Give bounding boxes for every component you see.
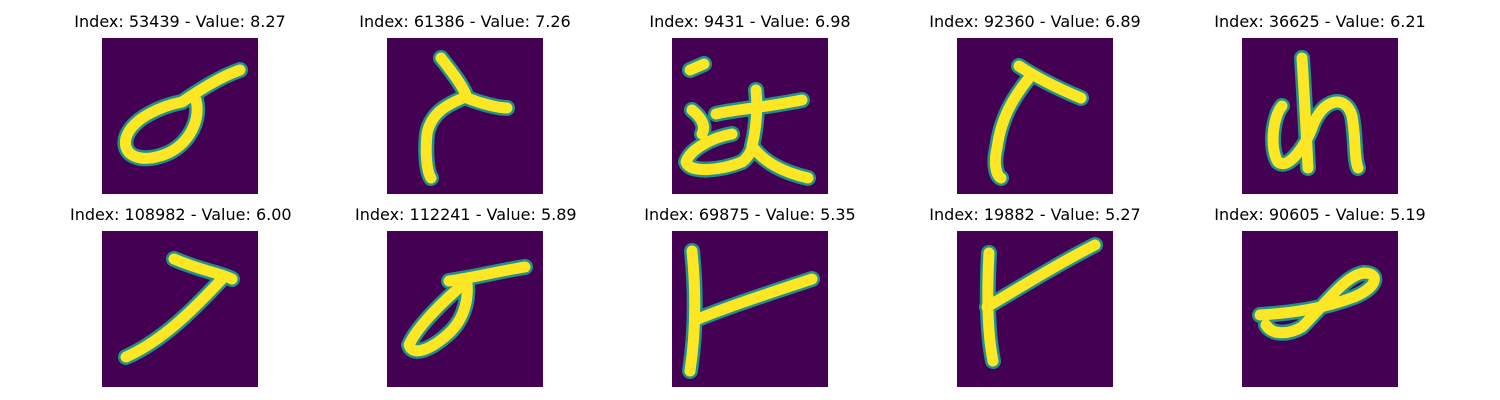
glyph-svg (1242, 231, 1398, 387)
panel-10: Index: 90605 - Value: 5.19 (1210, 205, 1430, 395)
panel-4: Index: 92360 - Value: 6.89 (925, 12, 1145, 202)
panel-title: Index: 9431 - Value: 6.98 (649, 12, 851, 31)
glyph-stroke (981, 239, 1101, 313)
glyph-background (957, 38, 1113, 194)
glyph-stroke (420, 92, 469, 184)
glyph-image (672, 38, 828, 194)
panel-title: Index: 61386 - Value: 7.26 (359, 12, 571, 31)
panel-title: Index: 108982 - Value: 6.00 (70, 205, 292, 224)
glyph-image (957, 231, 1113, 387)
glyph-strokes (682, 243, 820, 379)
panel-title: Index: 90605 - Value: 5.19 (1214, 205, 1426, 224)
panel-9: Index: 19882 - Value: 5.27 (925, 205, 1145, 395)
glyph-strokes (987, 58, 1089, 186)
glyph-stroke (1296, 52, 1314, 174)
glyph-strokes (401, 259, 533, 359)
panel-title: Index: 19882 - Value: 5.27 (929, 205, 1141, 224)
glyph-strokes (979, 237, 1103, 369)
panel-title: Index: 92360 - Value: 6.89 (929, 12, 1141, 31)
panel-1: Index: 53439 - Value: 8.27 (70, 12, 290, 202)
glyph-strokes (117, 62, 248, 167)
panel-3: Index: 9431 - Value: 6.98 (640, 12, 860, 202)
glyph-stroke (1254, 267, 1380, 339)
glyph-background (387, 38, 543, 194)
glyph-stroke (684, 58, 710, 76)
panel-2: Index: 61386 - Value: 7.26 (355, 12, 575, 202)
glyph-image (1242, 38, 1398, 194)
glyph-stroke (680, 128, 758, 176)
glyph-image (102, 231, 258, 387)
panel-8: Index: 69875 - Value: 5.35 (640, 205, 860, 395)
glyph-stroke (684, 245, 701, 377)
glyph-svg (957, 38, 1113, 194)
glyph-stroke (686, 104, 710, 140)
glyph-svg (387, 231, 543, 387)
glyph-stroke (989, 72, 1035, 184)
glyph-stroke (443, 261, 531, 287)
glyph-stroke (692, 273, 818, 325)
glyph-image (102, 38, 258, 194)
glyph-svg (102, 231, 258, 387)
glyph-image (387, 231, 543, 387)
glyph-svg (1242, 38, 1398, 194)
panel-title: Index: 69875 - Value: 5.35 (644, 205, 856, 224)
glyph-stroke (120, 64, 246, 164)
glyph-svg (387, 38, 543, 194)
glyph-strokes (678, 56, 816, 186)
glyph-svg (957, 231, 1113, 387)
panel-title: Index: 112241 - Value: 5.89 (355, 205, 577, 224)
glyph-strokes (1265, 50, 1366, 176)
glyph-svg (102, 38, 258, 194)
glyph-stroke (403, 275, 473, 357)
panel-title: Index: 36625 - Value: 6.21 (1214, 12, 1426, 31)
glyph-background (102, 38, 258, 194)
glyph-stroke (1013, 60, 1087, 104)
glyph-svg (672, 231, 828, 387)
panel-6: Index: 108982 - Value: 6.00 (70, 205, 292, 395)
glyph-strokes (118, 251, 240, 365)
glyph-image (387, 38, 543, 194)
panel-5: Index: 36625 - Value: 6.21 (1210, 12, 1430, 202)
panel-title: Index: 53439 - Value: 8.27 (74, 12, 286, 31)
glyph-image (957, 38, 1113, 194)
glyph-strokes (418, 50, 515, 186)
glyph-stroke (1267, 96, 1364, 174)
glyph-strokes (1252, 265, 1383, 341)
glyph-svg (672, 38, 828, 194)
panel-7: Index: 112241 - Value: 5.89 (355, 205, 577, 395)
glyph-image (672, 231, 828, 387)
glyph-stroke (168, 253, 238, 285)
glyph-image (1242, 231, 1398, 387)
glyph-stroke (120, 273, 228, 363)
glyph-stroke (710, 94, 808, 120)
